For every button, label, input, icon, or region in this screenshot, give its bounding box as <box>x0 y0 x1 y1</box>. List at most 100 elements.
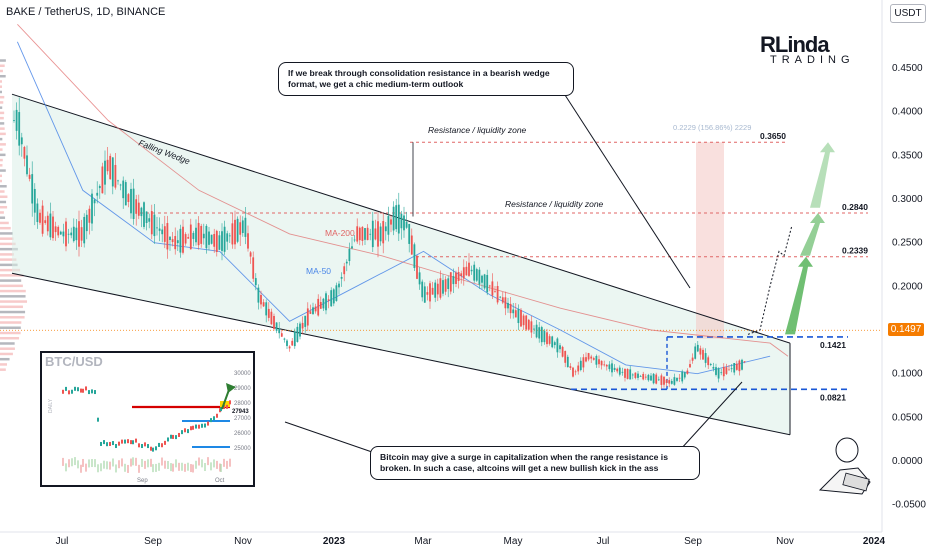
inset-y-tick: 30000 <box>234 371 251 377</box>
candle-body <box>705 353 707 363</box>
resistance-label-top: Resistance / liquidity zone <box>428 125 527 135</box>
candle-body <box>390 219 392 224</box>
inset-candle <box>115 444 117 448</box>
candle-body <box>255 278 257 285</box>
candle-body <box>208 232 210 245</box>
candle-body <box>169 237 171 240</box>
y-tick-label: -0.0500 <box>892 500 926 511</box>
candle-body <box>341 277 343 279</box>
volume-profile-bar <box>0 201 6 204</box>
candle-body <box>484 274 486 288</box>
inset-volume-bar <box>170 463 172 471</box>
candle-body <box>26 155 28 174</box>
candle-body <box>78 221 80 247</box>
candle-body <box>120 185 122 186</box>
candle-body <box>317 299 319 316</box>
inset-volume-bar <box>192 465 194 473</box>
candle-body <box>148 218 150 221</box>
candle-body <box>83 217 85 243</box>
volume-profile-bar <box>0 122 4 125</box>
volume-profile-bar <box>0 133 6 136</box>
volume-profile-bar <box>0 169 6 172</box>
inset-candle <box>135 439 137 443</box>
candle-body <box>624 369 626 378</box>
volume-profile-bar <box>0 180 2 183</box>
volume-profile-bar <box>0 175 2 178</box>
inset-candle <box>138 443 140 447</box>
candle-body <box>304 316 306 327</box>
level-label: 0.1421 <box>820 340 846 350</box>
inset-volume-bar <box>112 458 114 466</box>
inset-candle <box>198 425 200 429</box>
inset-candle <box>62 390 64 394</box>
candle-body <box>42 206 44 234</box>
inset-candle <box>141 444 143 448</box>
inset-candle <box>121 440 123 444</box>
candle-body <box>156 227 158 228</box>
inset-volume-bar <box>164 461 166 469</box>
candle-body <box>596 356 598 365</box>
candle-body <box>567 357 569 367</box>
callout-top: If we break through consolidation resist… <box>278 62 574 96</box>
candle-body <box>200 226 202 244</box>
volume-profile-bar <box>0 154 6 157</box>
candle-body <box>731 368 733 369</box>
inset-volume-bar <box>91 459 93 467</box>
candle-body <box>86 215 88 231</box>
inset-volume-bar <box>82 459 84 467</box>
candle-body <box>726 367 728 374</box>
candle-body <box>68 234 70 235</box>
volume-profile-bar <box>0 327 21 330</box>
candle-body <box>320 302 322 309</box>
inset-volume-bar <box>109 462 111 470</box>
volume-profile-bar <box>0 159 3 162</box>
inset-candle <box>147 444 149 448</box>
measure-zone <box>696 142 724 339</box>
x-tick-label: Nov <box>234 536 252 547</box>
inset-volume-bar <box>88 459 90 467</box>
candle-body <box>278 328 280 333</box>
inset-candle <box>178 433 180 437</box>
current-price-tag: 0.1497 <box>888 323 924 336</box>
candle-body <box>94 200 96 204</box>
candle-body <box>679 378 681 379</box>
candle-body <box>616 369 618 372</box>
volume-profile-bar <box>0 237 13 240</box>
candle-body <box>658 379 660 380</box>
inset-candle <box>132 440 134 444</box>
candle-body <box>65 222 67 247</box>
candle-body <box>167 223 169 249</box>
inset-y-tick: 29000 <box>234 386 251 392</box>
candle-body <box>674 377 676 385</box>
candle-body <box>143 202 145 227</box>
candle-body <box>263 302 265 306</box>
candle-body <box>648 375 650 380</box>
candle-body <box>216 231 218 252</box>
inset-candle <box>161 443 163 447</box>
candle-body <box>330 290 332 306</box>
candle-body <box>338 284 340 288</box>
brand-logo: RLinda TRADING <box>760 32 860 74</box>
candle-body <box>455 273 457 284</box>
candle-body <box>473 265 475 281</box>
candle-body <box>549 336 551 344</box>
inset-candle <box>65 387 67 391</box>
candle-body <box>380 227 382 242</box>
candle-body <box>554 342 556 345</box>
volume-profile-bar <box>0 337 19 340</box>
x-tick-label: Nov <box>776 536 794 547</box>
currency-button[interactable]: USDT <box>890 4 926 23</box>
inset-volume-bar <box>127 465 129 473</box>
candle-body <box>221 231 223 251</box>
candle-body <box>492 281 494 295</box>
x-tick-label: Mar <box>414 536 432 547</box>
candle-body <box>356 226 358 241</box>
candle-body <box>557 339 559 353</box>
candle-body <box>580 361 582 370</box>
candle-body <box>73 227 75 241</box>
candle-body <box>497 286 499 302</box>
candle-body <box>172 239 174 242</box>
resistance-label-mid: Resistance / liquidity zone <box>505 199 604 209</box>
candle-body <box>512 310 514 314</box>
candle-body <box>707 357 709 365</box>
